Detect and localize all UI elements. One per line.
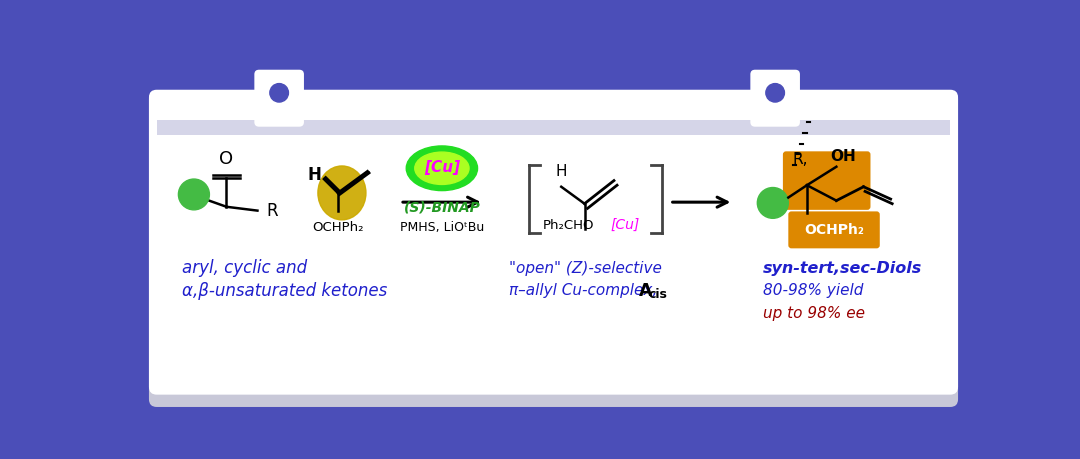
Text: R: R [267,202,279,219]
Ellipse shape [318,166,366,220]
Text: H: H [308,166,322,184]
Text: [Cu]: [Cu] [423,160,460,175]
FancyBboxPatch shape [149,90,958,395]
Text: π–allyl Cu-complex,: π–allyl Cu-complex, [509,283,662,298]
Circle shape [270,84,288,102]
Text: up to 98% ee: up to 98% ee [762,306,865,320]
Text: [Cu]: [Cu] [610,218,639,232]
Text: OH: OH [831,149,856,164]
FancyBboxPatch shape [783,151,870,210]
Text: aryl, cyclic and: aryl, cyclic and [181,259,307,277]
Text: OCHPh₂: OCHPh₂ [312,221,364,234]
FancyBboxPatch shape [149,91,958,407]
Circle shape [766,84,784,102]
Text: (S)-BINAP: (S)-BINAP [404,201,481,215]
Ellipse shape [415,152,469,185]
Text: H: H [555,164,567,179]
Text: R,: R, [793,151,809,167]
Text: PMHS, LiOᵗBu: PMHS, LiOᵗBu [400,221,484,234]
Text: syn-tert,sec-Diols: syn-tert,sec-Diols [762,261,922,276]
Bar [157,120,950,135]
Text: O: O [219,150,233,168]
Text: "open" (Z)-selective: "open" (Z)-selective [509,261,661,276]
FancyBboxPatch shape [255,70,303,127]
Text: α,β-unsaturated ketones: α,β-unsaturated ketones [181,282,387,300]
Ellipse shape [406,146,477,190]
FancyBboxPatch shape [751,70,800,127]
Text: A: A [638,282,652,300]
FancyBboxPatch shape [788,212,880,248]
Circle shape [757,188,788,218]
Text: 80-98% yield: 80-98% yield [762,283,863,298]
Text: cis: cis [649,288,667,301]
Text: OCHPh₂: OCHPh₂ [805,223,864,237]
Circle shape [178,179,210,210]
Text: Ph₂CHO: Ph₂CHO [542,219,594,232]
